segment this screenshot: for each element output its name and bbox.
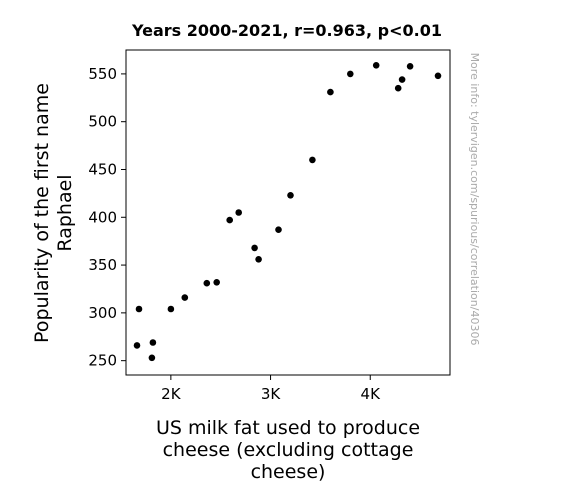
chart-title: Years 2000-2021, r=0.963, p<0.01 (131, 21, 442, 40)
plot-area (125, 49, 451, 376)
data-point-15 (309, 156, 316, 164)
y-tick-label: 550 (88, 65, 117, 83)
y-tick-label: 400 (88, 208, 117, 226)
data-point-18 (372, 62, 380, 69)
y-tick-label: 300 (88, 304, 117, 322)
data-point-12 (255, 255, 262, 263)
data-point-21 (406, 63, 414, 70)
x-axis-ticks: 2K 3K 4K (161, 375, 381, 403)
x-axis-label-line-1: US milk fat used to produce (156, 417, 420, 439)
data-point-19 (394, 84, 402, 92)
points-layer (133, 62, 442, 362)
x-axis-label-line-3: cheese) (251, 461, 326, 483)
data-point-13 (275, 226, 282, 233)
y-axis-label-line-2: Raphael (54, 174, 76, 251)
data-point-9 (226, 216, 233, 224)
data-point-8 (213, 279, 220, 286)
x-axis-label-line-2: cheese (excluding cottage (163, 439, 414, 461)
x-tick-label: 3K (261, 385, 282, 403)
data-point-6 (181, 294, 189, 301)
data-point-3 (148, 354, 156, 362)
data-point-1 (133, 342, 141, 349)
y-axis-ticks: 250 300 350 400 450 500 550 (88, 65, 126, 370)
data-point-16 (327, 88, 334, 96)
data-point-7 (203, 279, 211, 287)
x-tick-label: 4K (361, 385, 382, 403)
data-point-5 (167, 305, 175, 313)
data-point-2 (135, 305, 143, 313)
data-point-14 (287, 192, 294, 199)
y-tick-label: 350 (88, 256, 117, 274)
y-axis-label-line-1: Popularity of the first name (31, 83, 53, 343)
data-point-10 (235, 209, 242, 216)
data-point-20 (398, 76, 406, 83)
data-point-17 (347, 70, 354, 78)
y-tick-label: 450 (88, 160, 117, 178)
y-tick-label: 500 (88, 113, 117, 131)
data-point-4 (149, 339, 157, 346)
y-tick-label: 250 (88, 352, 117, 370)
data-point-22 (434, 72, 442, 80)
watermark: More info: tylervigen.com/spurious/corre… (468, 53, 481, 346)
data-point-11 (251, 244, 258, 252)
x-tick-label: 2K (161, 385, 182, 403)
